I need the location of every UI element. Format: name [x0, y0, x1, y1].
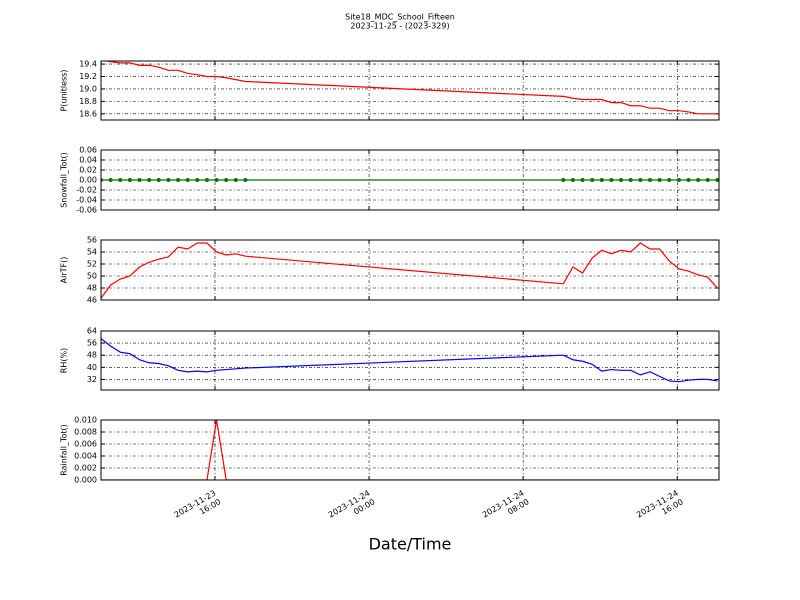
data-marker: [156, 178, 161, 182]
data-marker: [715, 178, 719, 182]
data-marker: [657, 178, 662, 182]
y-axis-label: RH(%): [60, 348, 69, 373]
data-marker: [127, 178, 132, 182]
data-marker: [667, 178, 672, 182]
plot-area: [101, 178, 719, 182]
y-tick-label: 0.00: [79, 176, 97, 185]
data-marker: [686, 178, 691, 182]
data-marker: [590, 178, 595, 182]
y-tick-label: 0.02: [79, 166, 97, 175]
data-marker: [243, 178, 248, 182]
data-marker: [599, 178, 604, 182]
data-marker: [166, 178, 171, 182]
y-tick-label: 50: [87, 272, 97, 281]
data-marker: [224, 178, 229, 182]
data-marker: [195, 178, 200, 182]
y-tick-label: 64: [87, 327, 97, 336]
y-tick-label: 18.6: [79, 109, 97, 118]
y-tick-label: 46: [87, 296, 97, 305]
data-line: [104, 61, 718, 115]
axes-frame: [100, 60, 720, 121]
plot-area: [104, 61, 718, 115]
y-tick-label: -0.04: [76, 196, 97, 205]
data-marker: [147, 178, 152, 182]
x-tick-label: 2023-11-2408:00: [481, 488, 531, 528]
data-marker: [647, 178, 652, 182]
y-axis-label: AirTF(): [60, 257, 69, 284]
data-marker: [204, 178, 209, 182]
y-tick-label: 19.2: [79, 72, 97, 81]
y-axis-label: Rainfall_Tot(): [60, 424, 69, 476]
plot-area: [101, 242, 718, 299]
data-marker: [638, 178, 643, 182]
chart-title: Site18_MDC_School_Fifteen: [345, 13, 455, 22]
y-tick-label: -0.06: [76, 206, 97, 215]
y-tick-label: 0.000: [74, 476, 97, 485]
y-tick-label: 56: [87, 339, 97, 348]
y-axis-label: P(unitless): [60, 69, 69, 111]
data-line: [101, 420, 718, 480]
y-tick-label: 0.004: [74, 452, 97, 461]
y-tick-label: 0.006: [74, 440, 97, 449]
y-tick-label: 48: [87, 284, 97, 293]
y-tick-label: 0.008: [74, 428, 97, 437]
y-tick-label: 52: [87, 260, 97, 269]
y-tick-label: 0.06: [79, 146, 97, 155]
data-marker: [176, 178, 181, 182]
data-marker: [233, 178, 238, 182]
data-marker: [561, 178, 566, 182]
y-tick-label: -0.02: [76, 186, 97, 195]
axes-frame: [100, 239, 720, 301]
y-axis-label: Snowfall_Tot(): [60, 152, 69, 208]
data-line: [101, 242, 718, 299]
data-marker: [185, 178, 190, 182]
data-marker: [619, 178, 624, 182]
y-tick-label: 54: [87, 248, 97, 257]
plot-area: [101, 420, 718, 480]
axes-frame: [100, 330, 720, 391]
data-marker: [676, 178, 681, 182]
y-tick-label: 56: [87, 236, 97, 245]
x-tick-label: 2023-11-2416:00: [635, 488, 685, 528]
x-tick-label: 2023-11-2316:00: [172, 488, 222, 528]
data-marker: [118, 178, 123, 182]
data-marker: [137, 178, 142, 182]
data-marker: [705, 178, 710, 182]
y-tick-label: 40: [87, 363, 97, 372]
data-marker: [580, 178, 585, 182]
y-tick-label: 32: [87, 375, 97, 384]
y-tick-label: 19.0: [79, 84, 97, 93]
y-tick-label: 48: [87, 351, 97, 360]
data-marker: [628, 178, 633, 182]
data-marker: [609, 178, 614, 182]
data-marker: [108, 178, 113, 182]
x-tick-label: 2023-11-2400:00: [327, 488, 377, 528]
y-tick-label: 0.002: [74, 464, 97, 473]
data-marker: [570, 178, 575, 182]
data-line: [101, 338, 718, 383]
plot-area: [101, 338, 718, 383]
y-tick-label: 18.8: [79, 97, 97, 106]
chart-subtitle: 2023-11-25 - (2023-329): [350, 22, 449, 31]
data-marker: [696, 178, 701, 182]
axes-frame: [100, 419, 720, 481]
data-marker: [214, 178, 219, 182]
y-tick-label: 0.010: [74, 416, 97, 425]
y-tick-label: 19.4: [79, 60, 97, 69]
x-axis-label: Date/Time: [369, 535, 452, 554]
y-tick-label: 0.04: [79, 156, 97, 165]
axes-frame: [100, 149, 720, 211]
